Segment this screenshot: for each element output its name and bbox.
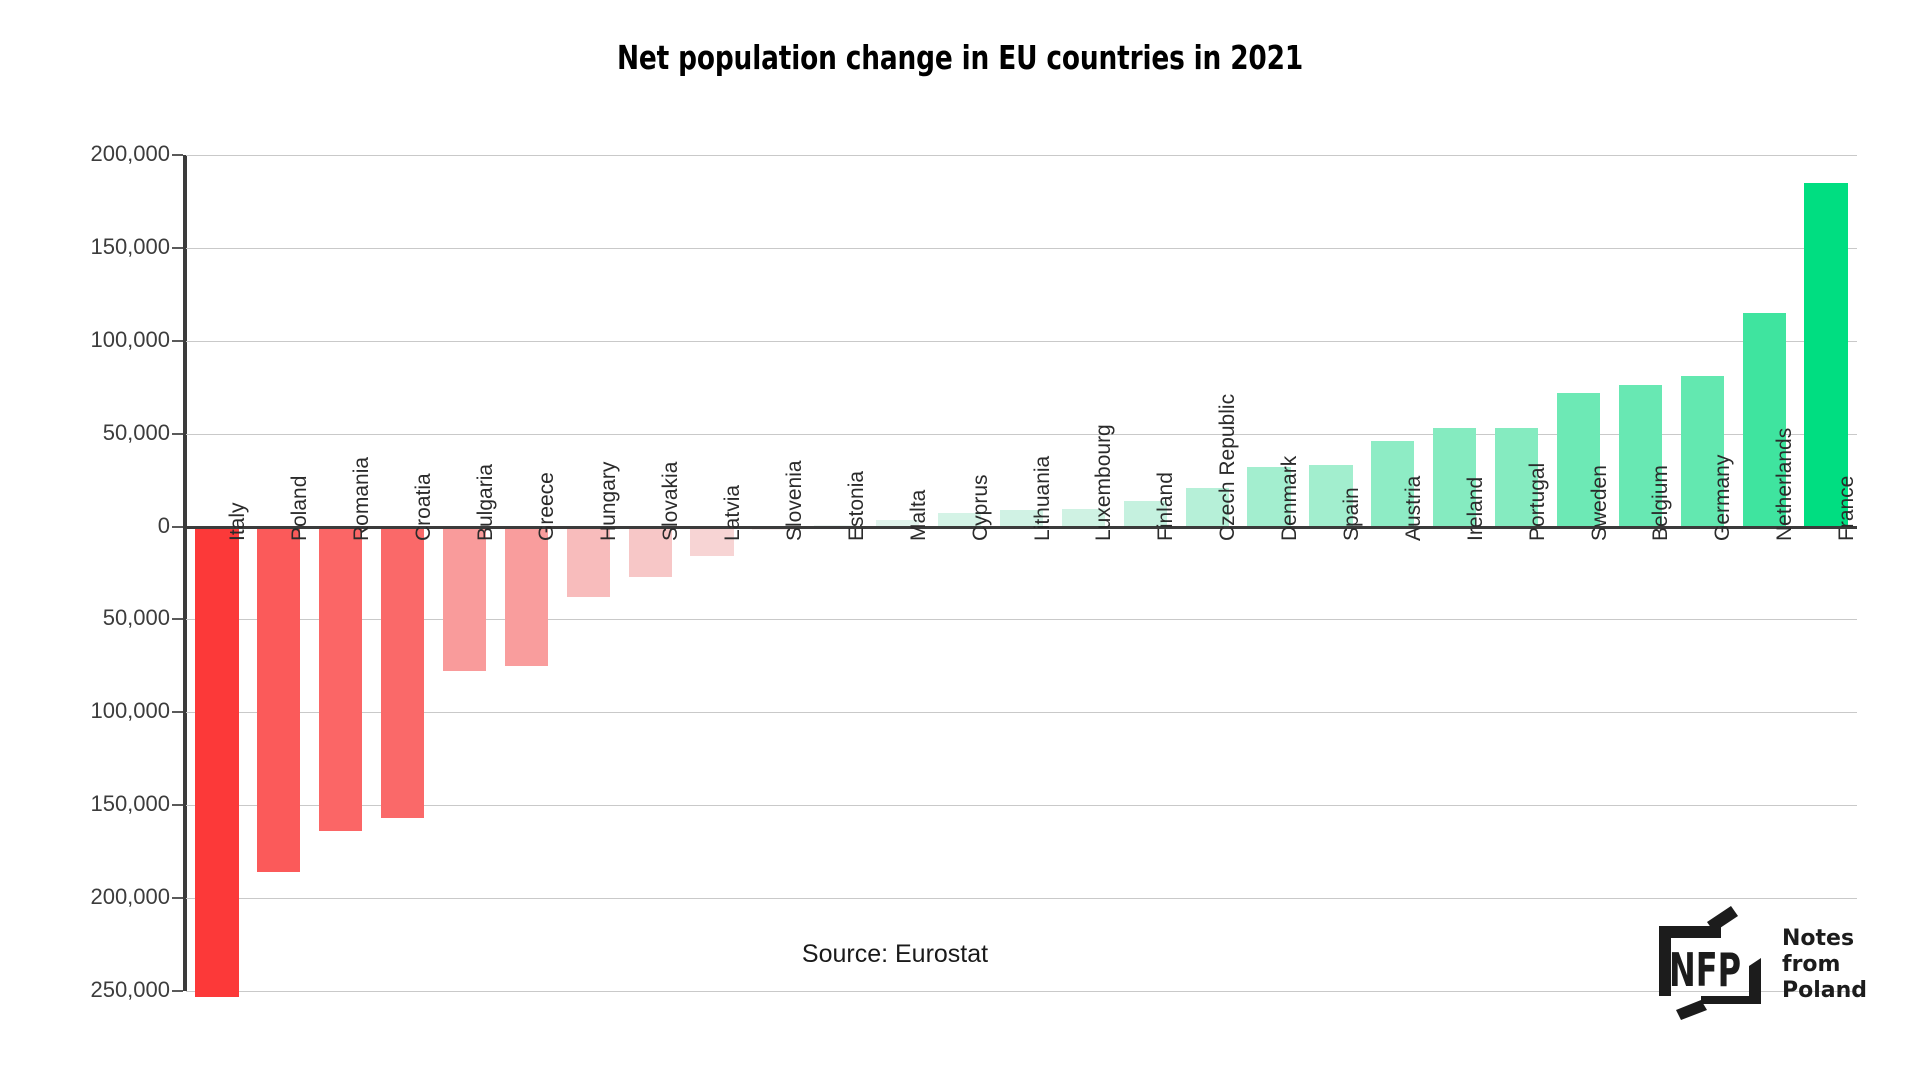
y-axis-tick-label: 100,000 [90, 698, 170, 724]
category-label: Slovakia [659, 461, 683, 541]
bar [1061, 508, 1106, 527]
gridline [186, 619, 1857, 621]
y-axis-tick-label: 200,000 [90, 141, 170, 166]
gridline [186, 247, 1857, 249]
y-axis-tick-label: 50,000 [102, 419, 170, 445]
category-label: Portugal [1525, 462, 1549, 541]
y-axis-tick-mark [172, 897, 183, 900]
category-label: Czech Republic [1216, 393, 1240, 541]
bar [257, 526, 301, 873]
nfp-logo: NFP Notes from Poland [1645, 900, 1895, 1020]
bar [1618, 385, 1663, 527]
bar [937, 512, 982, 527]
category-label: Estonia [844, 470, 868, 541]
category-label: Romania [349, 456, 373, 541]
bar [319, 526, 363, 832]
category-label: Sweden [1587, 464, 1611, 541]
chart-title: Net population change in EU countries in… [616, 38, 1304, 77]
gridline [186, 805, 1857, 807]
nfp-logo-line1: Notes from [1782, 926, 1855, 977]
gridline [186, 898, 1857, 900]
category-label: Poland [287, 475, 311, 541]
zero-baseline [186, 525, 1857, 529]
y-axis-tick-mark [172, 432, 183, 435]
category-label: Netherlands [1773, 427, 1797, 541]
y-axis-tick-mark [172, 339, 183, 342]
y-axis-tick-mark [172, 711, 183, 714]
bar [999, 509, 1044, 527]
bar [504, 526, 549, 666]
category-label: Malta [906, 489, 930, 541]
category-label: Slovenia [782, 459, 806, 541]
category-label: Croatia [411, 472, 435, 541]
category-label: Ireland [1463, 476, 1487, 541]
gridline [186, 712, 1857, 714]
y-axis-tick-mark [172, 525, 183, 528]
y-axis-tick-label: 200,000 [90, 884, 170, 910]
category-label: France [1835, 475, 1859, 541]
y-axis-spine [183, 155, 187, 991]
category-label: Germany [1711, 454, 1735, 541]
bar [1804, 182, 1848, 527]
category-label: Cyprus [968, 474, 992, 541]
category-label: Belgium [1649, 464, 1673, 541]
y-axis-tick-mark [172, 246, 183, 249]
bar [1742, 312, 1786, 527]
bar [1556, 392, 1601, 527]
bar [1433, 428, 1477, 527]
nfp-logo-wordmark: Notes from Poland [1782, 926, 1895, 1004]
bar [628, 526, 672, 577]
bar [1247, 467, 1291, 527]
bar [1123, 501, 1167, 527]
category-label: Austria [1401, 475, 1425, 541]
category-label: Latvia [721, 484, 745, 541]
nfp-logo-mark: NFP [1659, 906, 1761, 1020]
category-label: Italy [225, 502, 249, 541]
category-label: Hungary [597, 461, 621, 541]
y-axis-tick-mark [172, 990, 183, 992]
category-label: Lithuania [1030, 455, 1054, 541]
y-axis-tick-label: 150,000 [90, 791, 170, 817]
y-axis-tick-mark [172, 154, 183, 156]
nfp-monogram-text: NFP [1669, 943, 1741, 997]
category-label: Greece [535, 471, 559, 541]
category-label: Spain [1339, 486, 1363, 541]
gridline [186, 155, 1857, 156]
bar [1185, 487, 1229, 527]
bar [195, 526, 239, 997]
bar [1309, 465, 1353, 527]
y-axis-tick-label: 250,000 [90, 977, 170, 1002]
y-axis-tick-mark [172, 804, 183, 807]
y-axis-tick-label: 100,000 [90, 326, 170, 352]
y-axis-tick-label: 150,000 [90, 233, 170, 259]
category-label: Finland [1154, 471, 1178, 541]
y-axis-tick-mark [172, 618, 183, 621]
bar [876, 520, 920, 527]
plot-area [186, 155, 1857, 997]
gridline [186, 340, 1857, 342]
bar [380, 526, 425, 819]
y-axis-tick-label: 0 [157, 512, 170, 538]
y-axis-tick-label: 50,000 [102, 605, 170, 631]
bar [1371, 441, 1415, 527]
gridline [186, 433, 1857, 435]
bar [442, 526, 487, 672]
bar [1494, 428, 1539, 527]
gridline [186, 991, 1857, 992]
category-label: Denmark [1278, 455, 1302, 541]
source-note: Source: Eurostat [801, 940, 989, 968]
nfp-logo-line2: Poland [1782, 977, 1868, 1003]
category-label: Bulgaria [473, 463, 497, 541]
bar [566, 526, 610, 598]
category-label: Luxembourg [1092, 423, 1116, 541]
bar [690, 526, 734, 557]
bar [1680, 376, 1724, 527]
